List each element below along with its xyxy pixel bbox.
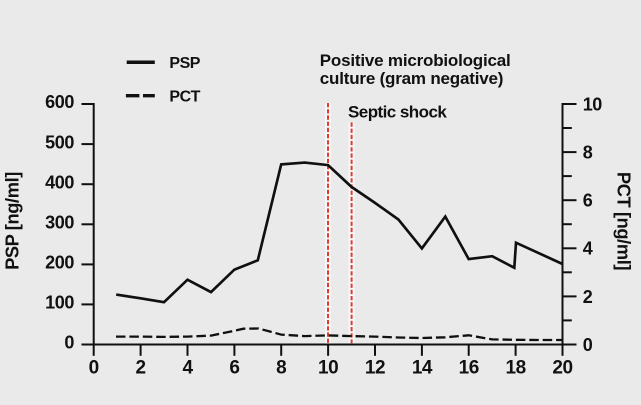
svg-text:100: 100 <box>45 293 74 313</box>
svg-text:200: 200 <box>45 253 74 273</box>
svg-text:600: 600 <box>45 92 74 112</box>
svg-text:4: 4 <box>583 239 593 259</box>
svg-text:2: 2 <box>583 287 593 307</box>
svg-text:PCT [ng/ml]: PCT [ng/ml] <box>614 172 635 270</box>
svg-text:0: 0 <box>89 358 99 379</box>
svg-text:6: 6 <box>229 358 239 379</box>
svg-text:14: 14 <box>412 358 433 379</box>
svg-text:8: 8 <box>583 143 593 163</box>
svg-text:400: 400 <box>45 172 74 192</box>
svg-text:PSP: PSP <box>169 55 200 72</box>
svg-text:12: 12 <box>365 358 385 379</box>
svg-text:4: 4 <box>182 358 193 379</box>
svg-text:0: 0 <box>64 333 74 353</box>
svg-text:8: 8 <box>276 358 286 379</box>
svg-text:2: 2 <box>136 358 146 379</box>
svg-text:Positive microbiological: Positive microbiological <box>320 51 511 70</box>
svg-text:20: 20 <box>552 358 572 379</box>
svg-text:300: 300 <box>45 213 74 233</box>
svg-text:PCT: PCT <box>169 88 200 105</box>
svg-text:culture (gram negative): culture (gram negative) <box>320 69 503 88</box>
svg-text:Septic shock: Septic shock <box>348 102 447 121</box>
svg-text:18: 18 <box>506 358 526 379</box>
svg-text:500: 500 <box>45 132 74 152</box>
svg-text:PSP [ng/ml]: PSP [ng/ml] <box>2 172 23 270</box>
svg-text:0: 0 <box>583 335 593 355</box>
svg-text:10: 10 <box>583 94 603 114</box>
svg-text:6: 6 <box>583 191 593 211</box>
svg-text:16: 16 <box>459 358 479 379</box>
svg-text:10: 10 <box>318 358 338 379</box>
